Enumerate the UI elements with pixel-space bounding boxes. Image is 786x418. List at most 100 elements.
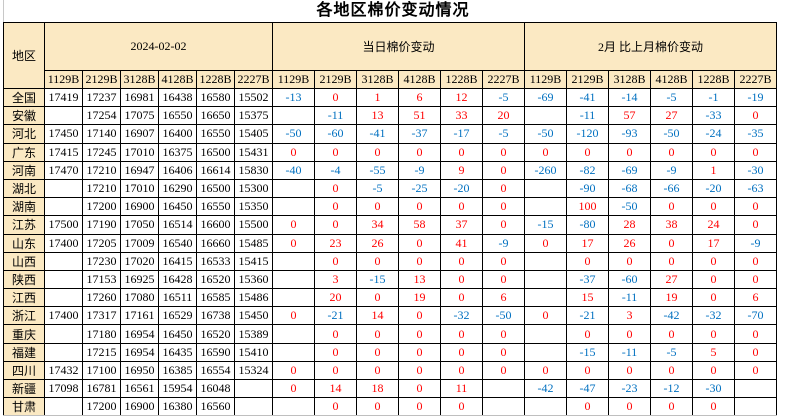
price-cell: 16580 <box>196 87 235 108</box>
daily-change-cell <box>272 178 315 199</box>
daily-change-cell: -25 <box>398 178 441 199</box>
price-cell: 16738 <box>196 306 235 326</box>
grade-column-header: 1129B <box>272 70 315 89</box>
monthly-change-cell: 0 <box>524 233 567 253</box>
daily-change-cell: 0 <box>398 360 441 381</box>
price-cell: 17415 <box>44 142 83 162</box>
daily-change-cell: 0 <box>314 142 357 162</box>
grade-column-header: 1129B <box>44 70 83 89</box>
grade-column-header: 2129B <box>314 70 357 89</box>
table-row: 浙江 17400 17317 17161 16529 16738 15450 0 -21 14 0-… <box>3 306 777 326</box>
monthly-change-cell: 0 <box>608 251 651 271</box>
daily-change-cell <box>272 342 315 362</box>
monthly-change-cell: 5 <box>692 342 735 362</box>
monthly-change-cell: 0 <box>650 233 693 253</box>
monthly-change-cell: 27 <box>650 269 693 290</box>
daily-change-cell: 0 <box>314 324 357 344</box>
price-cell: 17210 <box>82 178 121 199</box>
price-cell <box>44 269 83 290</box>
grade-column-header: 2227B <box>734 70 777 89</box>
price-cell: 16550 <box>196 124 235 144</box>
daily-change-cell: 0 <box>482 215 525 235</box>
price-cell: 15415 <box>234 251 273 271</box>
table-row: 四川 17432 17100 16950 16385 16554 15324 0 0 0 0 0 0 0 0… <box>3 360 777 381</box>
daily-change-cell: 41 <box>440 233 483 253</box>
monthly-change-cell: -60 <box>608 269 651 290</box>
price-cell: 16520 <box>196 269 235 290</box>
monthly-change-cell: 0 <box>608 397 651 417</box>
daily-change-cell: 0 <box>314 397 357 417</box>
table-row: 湖北 17210 17010 16290 16500 15300 0 -5 -25 -20 0 -90… <box>3 178 777 199</box>
monthly-change-cell: -23 <box>608 378 651 399</box>
price-cell: 16907 <box>120 124 159 144</box>
price-cell: 17230 <box>82 251 121 271</box>
daily-change-cell <box>272 197 315 217</box>
price-cell: 16554 <box>196 360 235 381</box>
region-cell: 湖北 <box>3 178 45 199</box>
daily-change-cell: 0 <box>314 197 357 217</box>
monthly-change-cell: -80 <box>566 215 609 235</box>
monthly-change-cell: 0 <box>566 324 609 344</box>
daily-change-cell: 14 <box>356 306 399 326</box>
daily-change-cell: 13 <box>398 269 441 290</box>
price-cell: 17419 <box>44 87 83 108</box>
monthly-change-cell: 24 <box>692 215 735 235</box>
monthly-change-cell: 0 <box>608 142 651 162</box>
price-cell: 17190 <box>82 215 121 235</box>
monthly-change-cell: 0 <box>566 251 609 271</box>
region-cell: 安徽 <box>3 106 45 126</box>
monthly-change-cell: 0 <box>650 360 693 381</box>
monthly-change-cell <box>524 397 567 417</box>
price-cell: 16385 <box>158 360 197 381</box>
price-cell: 17260 <box>82 288 121 308</box>
daily-change-cell: 0 <box>398 342 441 362</box>
region-cell: 重庆 <box>3 324 45 344</box>
price-cell: 17009 <box>120 233 159 253</box>
price-cell: 16614 <box>196 160 235 180</box>
daily-change-cell: 9 <box>440 160 483 180</box>
price-cell: 16550 <box>196 197 235 217</box>
monthly-change-cell: -42 <box>524 378 567 399</box>
table-row: 重庆 17180 16954 16450 16520 15389 0 0 0 0 0 0 0 0 0 0 <box>3 324 777 344</box>
price-cell: 17010 <box>120 178 159 199</box>
monthly-change-cell: 27 <box>650 106 693 126</box>
monthly-change-cell: -14 <box>608 87 651 108</box>
grade-column-header: 3128B <box>120 70 159 89</box>
price-cell <box>44 342 83 362</box>
price-cell: 16660 <box>196 233 235 253</box>
monthly-change-cell: -37 <box>566 269 609 290</box>
region-cell: 广东 <box>3 142 45 162</box>
grade-column-header: 2227B <box>482 70 525 89</box>
monthly-change-cell: 17 <box>692 233 735 253</box>
price-cell: 17254 <box>82 106 121 126</box>
daily-change-cell: -60 <box>314 124 357 144</box>
monthly-change-cell: -12 <box>650 378 693 399</box>
price-cell: 17080 <box>120 288 159 308</box>
grade-column-header: 3128B <box>608 70 651 89</box>
monthly-change-cell <box>524 251 567 271</box>
monthly-change-cell: 0 <box>734 324 777 344</box>
monthly-change-cell <box>524 324 567 344</box>
region-cell: 湖南 <box>3 197 45 217</box>
grade-column-header: 1228B <box>692 70 735 89</box>
monthly-change-cell: 0 <box>692 324 735 344</box>
region-cell: 全国 <box>3 87 45 108</box>
monthly-change-cell: -15 <box>566 342 609 362</box>
monthly-change-cell: -68 <box>608 178 651 199</box>
daily-change-cell: -9 <box>398 160 441 180</box>
monthly-change-cell: -41 <box>566 87 609 108</box>
monthly-change-cell: -69 <box>524 87 567 108</box>
monthly-change-cell <box>734 378 777 399</box>
grade-column-header: 4128B <box>398 70 441 89</box>
daily-change-cell: 33 <box>440 106 483 126</box>
monthly-change-cell: -47 <box>566 378 609 399</box>
daily-change-cell: 0 <box>356 197 399 217</box>
daily-change-cell <box>272 106 315 126</box>
daily-change-cell: 0 <box>440 397 483 417</box>
price-cell: 15350 <box>234 197 273 217</box>
monthly-change-cell: 0 <box>734 269 777 290</box>
monthly-change-cell: 0 <box>650 324 693 344</box>
monthly-change-cell: 0 <box>692 269 735 290</box>
daily-change-cell: 19 <box>398 288 441 308</box>
region-cell: 江西 <box>3 288 45 308</box>
